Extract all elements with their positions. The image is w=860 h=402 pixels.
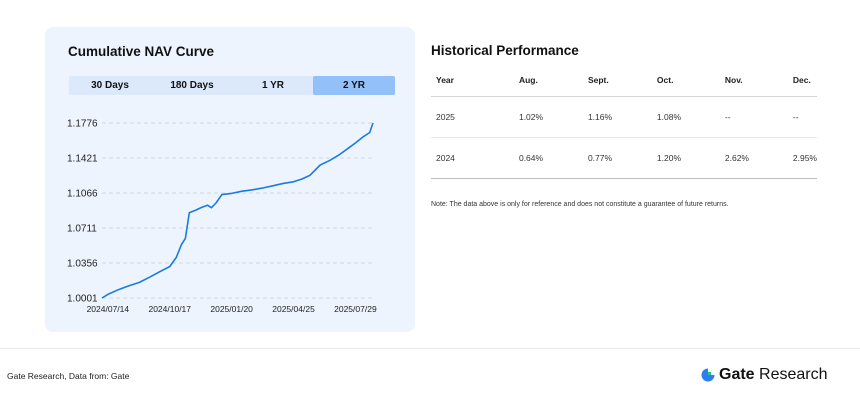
y-tick-label: 1.0711 [67, 224, 97, 235]
tab-180-days[interactable]: 180 Days [170, 80, 214, 91]
gate-logo-icon [701, 368, 715, 382]
brand-logo: Gate Research [700, 364, 828, 386]
col-dec: Dec. [787, 64, 817, 97]
source-text: Gate Research, Data from: Gate [7, 371, 130, 381]
y-tick-label: 1.1066 [67, 189, 98, 200]
performance-table: Year Aug. Sept. Oct. Nov. Dec. 2025 1.02… [431, 64, 817, 179]
cell-oct: 1.08% [651, 96, 720, 138]
tab-1-yr[interactable]: 1 YR [261, 80, 285, 91]
nav-line-chart: 1.17761.14211.10661.07111.03561.00012024… [67, 119, 377, 315]
tab-30-days[interactable]: 30 Days [91, 80, 129, 91]
col-sept: Sept. [582, 64, 652, 97]
brand-suffix: Research [754, 366, 828, 383]
nav-series-line [101, 122, 374, 299]
col-oct: Oct. [651, 64, 720, 97]
nav-curve-title: Cumulative NAV Curve [68, 44, 215, 59]
x-tick-label: 2024/07/14 [87, 304, 130, 314]
cell-aug: 0.64% [513, 137, 583, 179]
tab-2-yr[interactable]: 2 YR [313, 76, 395, 95]
cell-dec: -- [787, 96, 817, 138]
table-row: 2025 1.02% 1.16% 1.08% -- -- [431, 96, 817, 138]
col-year: Year [431, 64, 514, 97]
x-tick-label: 2025/01/20 [210, 304, 253, 314]
cell-aug: 1.02% [513, 96, 583, 138]
footer-divider [0, 348, 860, 349]
cell-year: 2024 [431, 137, 514, 179]
cell-dec: 2.95% [787, 137, 817, 179]
cell-nov: -- [719, 96, 788, 138]
y-tick-label: 1.1421 [67, 154, 98, 165]
performance-title: Historical Performance [431, 43, 579, 58]
cell-oct: 1.20% [651, 137, 720, 179]
col-aug: Aug. [513, 64, 583, 97]
table-row: 2024 0.64% 0.77% 1.20% 2.62% 2.95% [431, 137, 817, 179]
table-header-row: Year Aug. Sept. Oct. Nov. Dec. [431, 64, 817, 97]
brand-name: Gate [719, 366, 755, 383]
cell-year: 2025 [431, 96, 514, 138]
y-tick-label: 1.0001 [67, 294, 98, 305]
cell-sept: 1.16% [582, 96, 652, 138]
nav-curve-card: Cumulative NAV Curve 30 Days 180 Days 1 … [45, 27, 415, 332]
cell-sept: 0.77% [582, 137, 652, 179]
y-tick-label: 1.0356 [67, 259, 98, 270]
disclaimer-note: Note: The data above is only for referen… [431, 201, 729, 208]
x-tick-label: 2024/10/17 [148, 304, 191, 314]
col-nov: Nov. [719, 64, 788, 97]
range-tabs: 30 Days 180 Days 1 YR 2 YR [69, 76, 395, 95]
cell-nov: 2.62% [719, 137, 788, 179]
x-tick-label: 2025/07/29 [334, 304, 377, 314]
y-tick-label: 1.1776 [67, 119, 98, 130]
x-tick-label: 2025/04/25 [272, 304, 315, 314]
